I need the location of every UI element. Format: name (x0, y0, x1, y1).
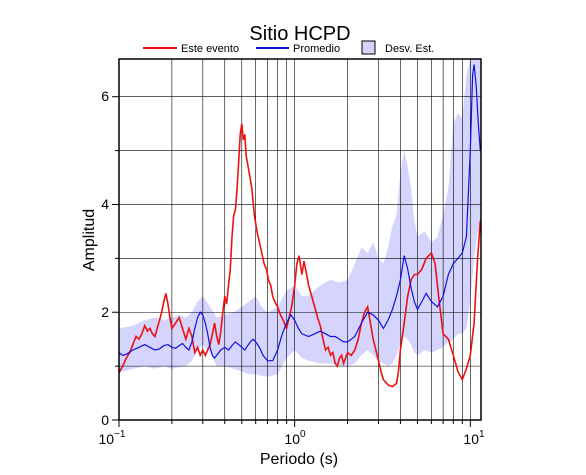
y-tick-label-0: 0 (101, 412, 109, 428)
x-tick-label-1: 100 (284, 429, 306, 447)
legend-label-evento: Este evento (181, 43, 239, 55)
y-tick-label-4: 4 (101, 196, 109, 212)
axes (112, 96, 471, 427)
series-line-promedio (119, 64, 481, 362)
x-tick-label-1-exp: 0 (300, 429, 306, 440)
std-dev-band (119, 59, 481, 377)
x-tick-label-1-base: 10 (284, 431, 300, 447)
x-tick-label-0.1-base: 10 (99, 431, 115, 447)
legend-label-promedio: Promedio (293, 43, 340, 55)
y-axis-title: Amplitud (81, 209, 98, 271)
legend: Este evento Promedio Desv. Est. (143, 40, 434, 55)
x-axis-title: Periodo (s) (260, 451, 338, 468)
series-line-evento (119, 123, 481, 388)
x-tick-labels: 10−1 100 101 (99, 429, 486, 447)
x-tick-label-10-exp: 1 (479, 429, 485, 440)
chart-title: Sitio HCPD (249, 23, 350, 45)
x-tick-label-10: 101 (463, 429, 485, 447)
plot-area (119, 59, 481, 420)
y-tick-label-6: 6 (101, 88, 109, 104)
x-tick-label-0.1: 10−1 (99, 429, 126, 447)
x-tick-label-10-base: 10 (463, 431, 479, 447)
y-tick-label-2: 2 (101, 304, 109, 320)
legend-label-desv: Desv. Est. (385, 43, 434, 55)
x-tick-label-0.1-exp: −1 (114, 429, 126, 440)
legend-swatch-desv (361, 40, 376, 55)
y-tick-labels: 0 2 4 6 (101, 88, 109, 428)
plot-frame (118, 58, 482, 421)
